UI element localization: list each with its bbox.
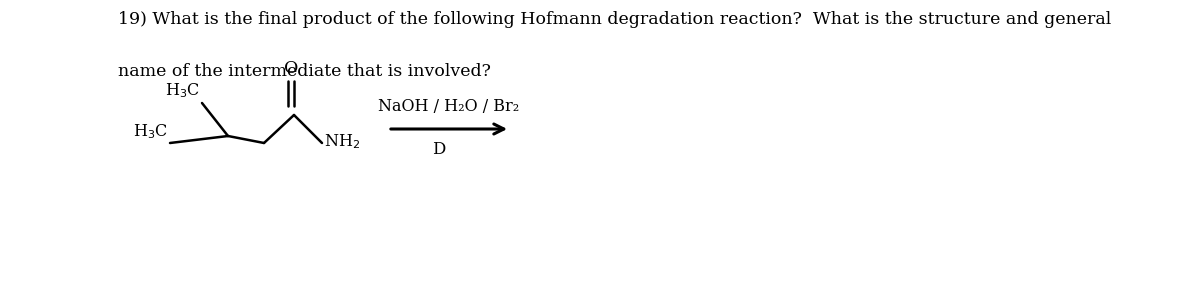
Text: NH$_2$: NH$_2$ [324, 133, 360, 151]
Text: name of the intermediate that is involved?: name of the intermediate that is involve… [118, 63, 491, 80]
Text: O: O [284, 60, 298, 77]
Text: H$_3$C: H$_3$C [133, 122, 168, 141]
Text: 19) What is the final product of the following Hofmann degradation reaction?  Wh: 19) What is the final product of the fol… [118, 11, 1111, 28]
Text: NaOH / H₂O / Br₂: NaOH / H₂O / Br₂ [378, 98, 520, 115]
Text: D: D [432, 141, 445, 158]
Text: H$_3$C: H$_3$C [166, 81, 200, 100]
